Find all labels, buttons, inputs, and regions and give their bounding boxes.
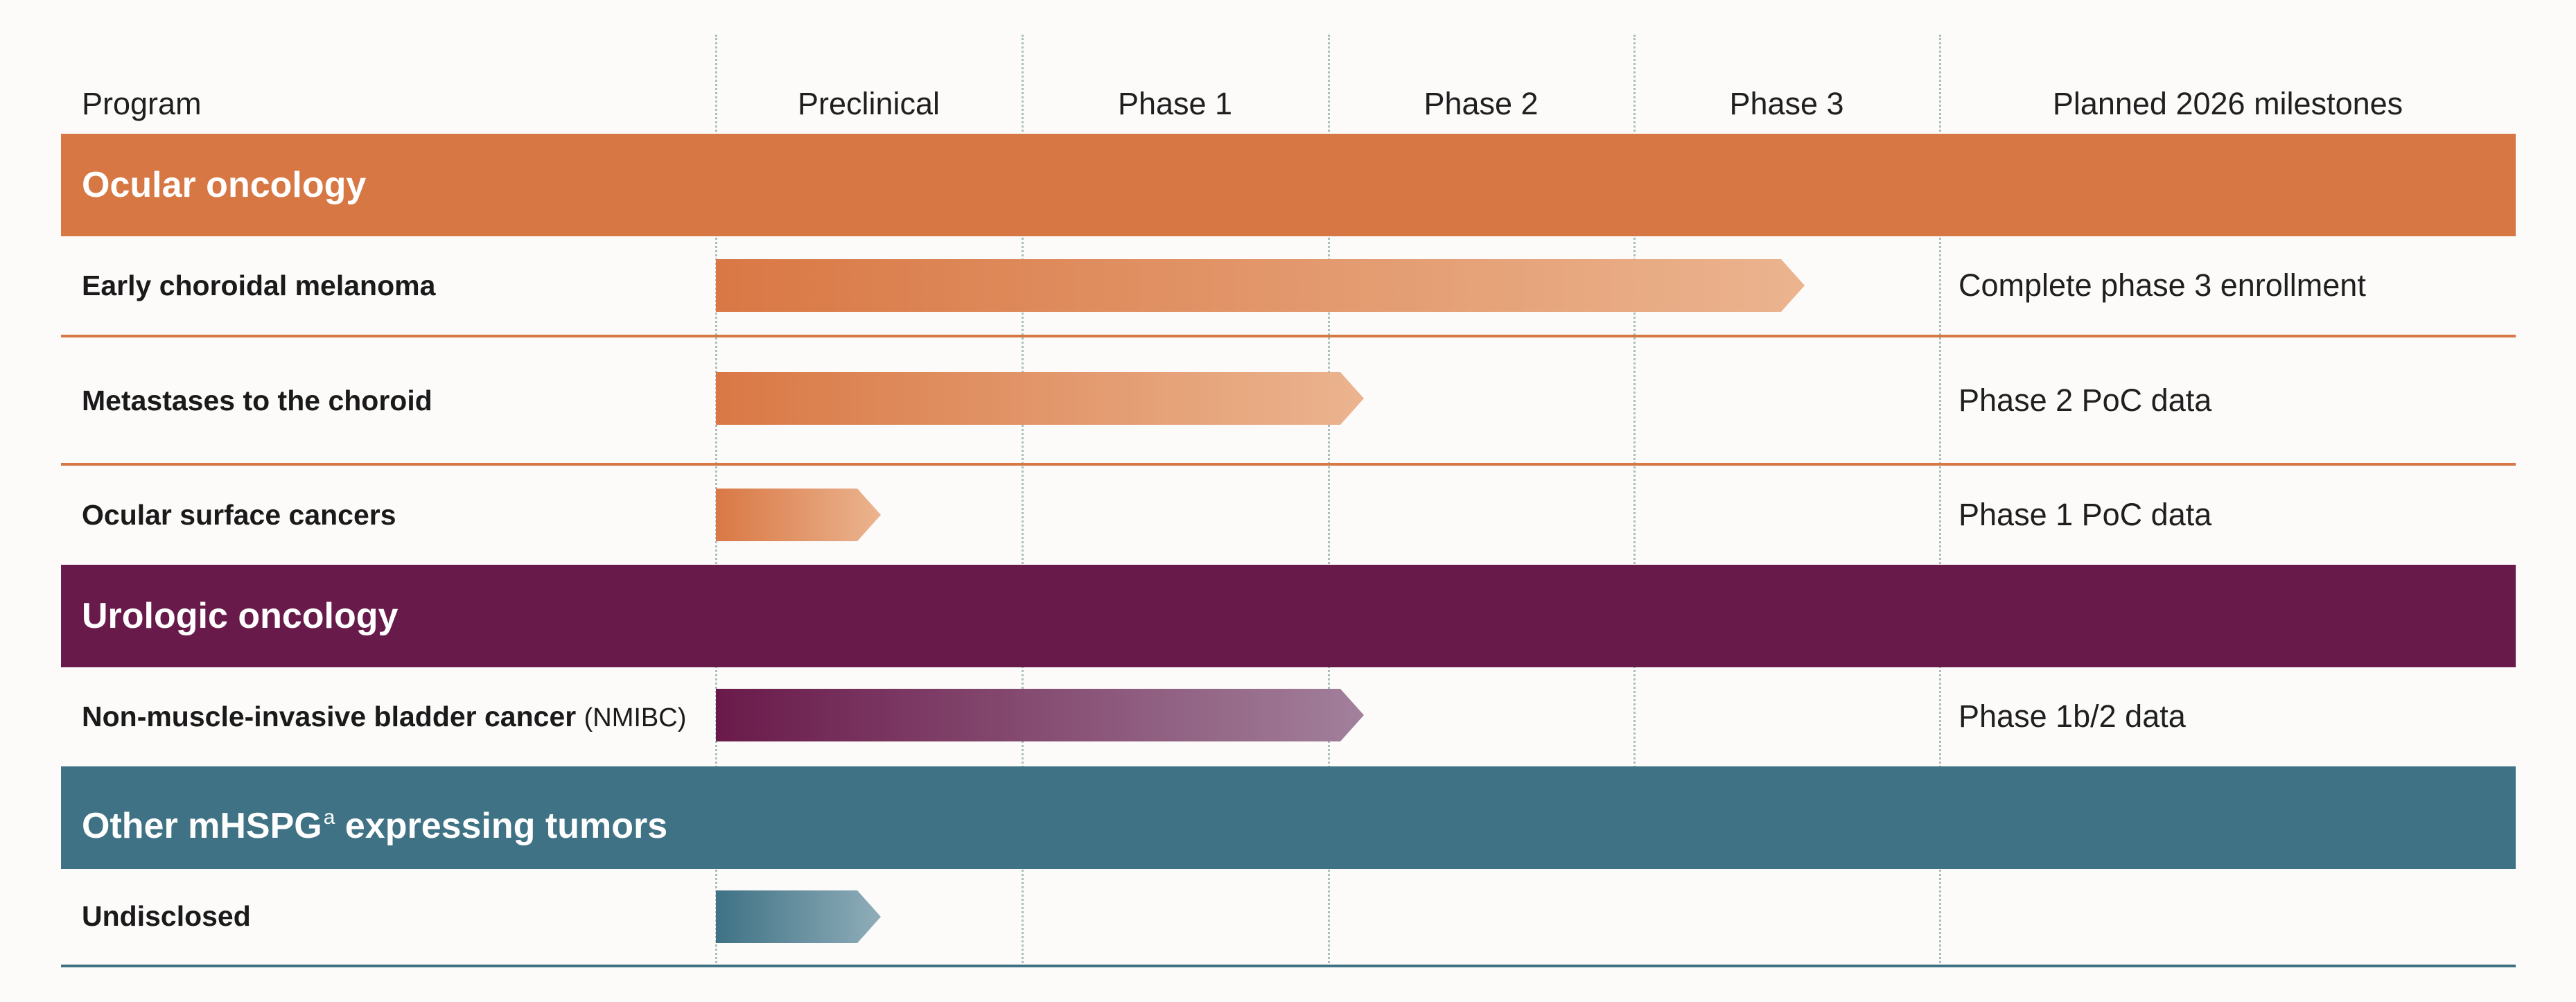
- progress-bar: [716, 372, 1364, 425]
- section-title: Urologic oncology: [82, 596, 398, 636]
- section-title-suffix: expressing tumors: [344, 806, 668, 846]
- header-phase-1: Phase 1: [1117, 86, 1233, 121]
- program-name: Metastases to the choroid: [82, 385, 432, 416]
- header-preclinical: Preclinical: [797, 86, 940, 121]
- section-title-main: Other mHSPG: [82, 806, 322, 846]
- section-title: Other mHSPGa expressing tumors: [82, 766, 667, 869]
- section-urologic-oncology: Urologic oncology: [61, 565, 2516, 667]
- program-name: Ocular surface cancers: [82, 499, 396, 531]
- gridline: [1328, 35, 1330, 967]
- program-name: Non-muscle-invasive bladder cancer: [82, 701, 577, 732]
- section-title: Ocular oncology: [82, 165, 367, 205]
- milestone-text: Phase 1 PoC data: [1959, 497, 2212, 532]
- footnote-marker: a: [323, 806, 335, 829]
- header-phase-3: Phase 3: [1729, 86, 1844, 121]
- progress-bar: [716, 689, 1364, 741]
- gridline: [1022, 35, 1024, 967]
- program-name-row: Non-muscle-invasive bladder cancer (NMIB…: [82, 689, 686, 744]
- gridline: [1939, 35, 1941, 967]
- header-milestones: Planned 2026 milestones: [2052, 86, 2403, 121]
- row-divider: [61, 463, 2516, 466]
- milestone-text: Phase 2 PoC data: [1959, 383, 2212, 418]
- progress-bar: [716, 489, 881, 541]
- progress-bar: [716, 259, 1805, 312]
- program-abbreviation: (NMIBC): [584, 703, 687, 732]
- program-name: Undisclosed: [82, 900, 251, 932]
- progress-bar: [716, 890, 881, 943]
- milestone-text: Phase 1b/2 data: [1959, 698, 2186, 734]
- gridline: [1633, 35, 1636, 784]
- row-divider: [61, 335, 2516, 337]
- header-phase-2: Phase 2: [1423, 86, 1539, 121]
- section-ocular-oncology: Ocular oncology: [61, 134, 2516, 236]
- milestone-text: Complete phase 3 enrollment: [1959, 267, 2366, 303]
- program-name: Early choroidal melanoma: [82, 270, 436, 301]
- header-program: Program: [82, 86, 202, 121]
- row-divider: [61, 965, 2516, 967]
- section-other-mhspg: Other mHSPGa expressing tumors: [61, 766, 2516, 869]
